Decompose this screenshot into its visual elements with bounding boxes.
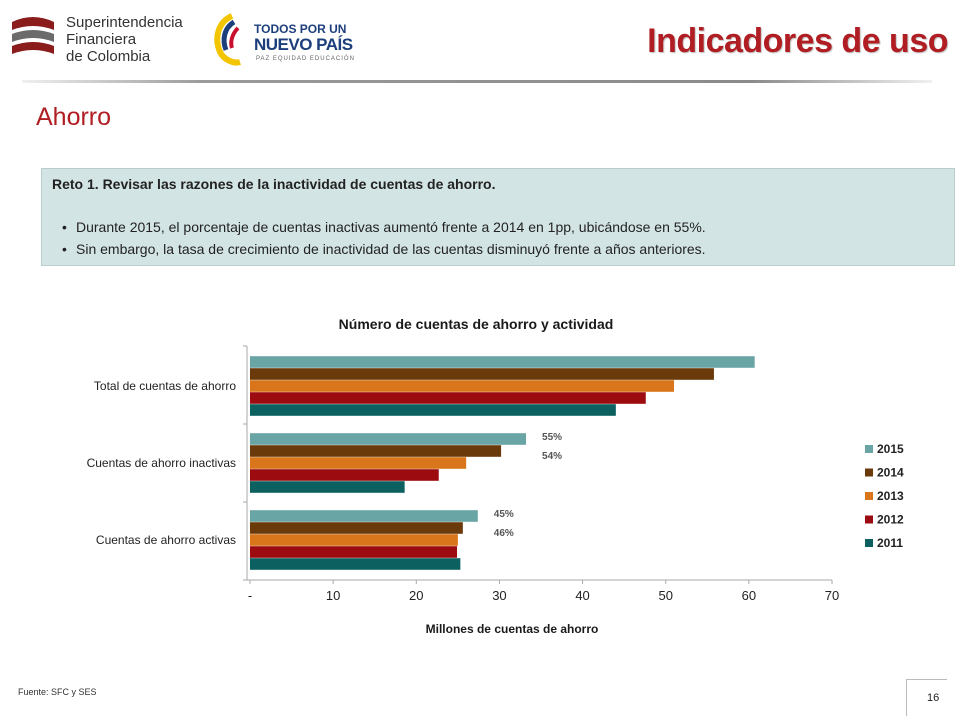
government-emblem-icon: [214, 13, 241, 66]
bar-2011: [250, 558, 461, 570]
challenge-bullet-text: Durante 2015, el porcentaje de cuentas i…: [76, 219, 706, 235]
category-label: Total de cuentas de ahorro: [94, 379, 236, 393]
bar-2011: [250, 404, 616, 416]
data-annotation: 46%: [494, 528, 514, 539]
government-logo-line-2: NUEVO PAÍS: [254, 35, 353, 54]
legend-swatch: [865, 515, 873, 524]
category-label: Cuentas de ahorro activas: [96, 533, 236, 547]
legend-label: 2015: [877, 442, 904, 456]
bar-2012: [250, 546, 458, 558]
page-number: 16: [927, 692, 940, 704]
government-logo-tagline: PAZ EQUIDAD EDUCACIÓN: [256, 56, 355, 62]
header-divider: [22, 80, 932, 83]
bar-2014: [250, 445, 502, 457]
sfc-logo-line-2: Financiera: [66, 31, 137, 48]
chart-title: Número de cuentas de ahorro y actividad: [339, 316, 614, 332]
legend-label: 2012: [877, 513, 904, 527]
sfc-logo-line-1: Superintendencia: [66, 14, 183, 31]
sfc-logo: Superintendencia Financiera de Colombia: [8, 10, 198, 68]
bar-2012: [250, 469, 439, 481]
challenge-bullet: • Durante 2015, el porcentaje de cuentas …: [62, 219, 706, 235]
bullet-symbol: •: [62, 219, 67, 235]
challenge-bullet-text: Sin embargo, la tasa de crecimiento de i…: [76, 241, 706, 257]
x-tick-label: -: [248, 588, 252, 603]
bar-2013: [250, 457, 467, 469]
x-tick-label: 70: [825, 588, 839, 603]
bar-2013: [250, 380, 675, 392]
data-annotation: 54%: [542, 451, 562, 462]
bar-2015: [250, 510, 478, 522]
legend-label: 2014: [877, 466, 904, 480]
bullet-symbol: •: [62, 241, 67, 257]
bar-2015: [250, 356, 755, 368]
government-logo-line-1: TODOS POR UN: [254, 22, 347, 36]
legend-swatch: [865, 539, 873, 547]
bar-2015: [250, 433, 527, 445]
data-annotation: 55%: [542, 432, 562, 443]
bar-2012: [250, 392, 646, 404]
legend-swatch: [865, 445, 873, 453]
section-title: Ahorro: [36, 103, 112, 131]
challenge-bullet: • Sin embargo, la tasa de crecimiento de …: [62, 241, 706, 257]
x-tick-label: 60: [742, 588, 756, 603]
bar-2013: [250, 534, 458, 546]
legend-swatch: [865, 492, 873, 500]
bar-2014: [250, 368, 714, 380]
challenge-box: Reto 1. Revisar las razones de la inacti…: [41, 168, 955, 266]
x-tick-label: 30: [492, 588, 506, 603]
x-tick-label: 40: [575, 588, 589, 603]
x-tick-label: 20: [409, 588, 423, 603]
legend-swatch: [865, 468, 873, 477]
government-logo: TODOS POR UN NUEVO PAÍS PAZ EQUIDAD EDUC…: [210, 10, 354, 68]
x-axis-label: Millones de cuentas de ahorro: [426, 622, 599, 636]
sfc-emblem-icon: [12, 17, 54, 54]
legend-label: 2013: [877, 489, 904, 503]
x-tick-label: 50: [658, 588, 672, 603]
data-annotation: 45%: [494, 509, 514, 520]
challenge-title: Reto 1. Revisar las razones de la inacti…: [52, 176, 496, 192]
category-label: Cuentas de ahorro inactivas: [87, 456, 236, 470]
source-note: Fuente: SFC y SES: [18, 687, 97, 697]
x-tick-label: 10: [326, 588, 340, 603]
sfc-logo-line-3: de Colombia: [66, 48, 151, 65]
bar-2014: [250, 522, 463, 534]
bar-2011: [250, 481, 405, 493]
legend-label: 2011: [877, 536, 903, 550]
page-number-box: 16: [906, 679, 947, 716]
page-title: Indicadores de uso: [647, 22, 948, 60]
